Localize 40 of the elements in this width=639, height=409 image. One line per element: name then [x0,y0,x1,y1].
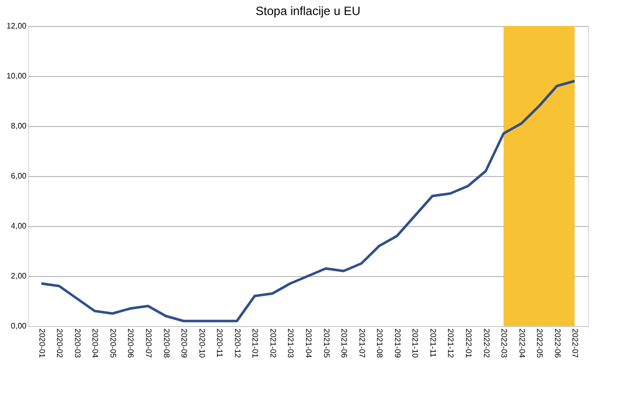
x-tick-label: 2021-01 [250,328,260,358]
x-tick-label: 2021-09 [392,328,402,358]
x-tick-label: 2021-11 [428,328,438,358]
y-tick-label: 10,00 [6,72,28,80]
x-tick-label: 2020-02 [55,328,64,358]
x-tick-label: 2020-05 [108,328,118,358]
x-tick-label: 2020-12 [232,328,242,358]
x-tick-label: 2022-05 [535,328,544,358]
x-tick-label: 2020-03 [72,328,82,358]
y-tick-label: 2,00 [10,272,28,280]
y-tick-label: 12,00 [6,22,28,30]
x-tick-label: 2020-04 [90,328,100,358]
x-tick-label: 2022-04 [517,328,526,358]
chart-title: Stopa inflacije u EU [256,4,360,18]
x-tick-label: 2022-01 [464,328,473,358]
x-tick-label: 2020-06 [126,328,136,358]
x-tick-label: 2022-02 [482,328,491,358]
x-tick-label: 2021-06 [340,328,349,358]
x-tick-label: 2021-07 [357,328,366,358]
y-tick-label: 4,00 [10,222,28,230]
x-tick-label: 2021-10 [410,328,420,358]
x-tick-label: 2021-03 [286,328,296,358]
x-tick-label: 2022-06 [552,328,562,358]
line-series [40,80,576,322]
x-tick-label: 2021-05 [322,328,331,358]
x-tick-label: 2021-02 [268,328,278,358]
x-tick-label: 2020-09 [180,328,189,358]
y-tick-label: 8,00 [10,122,28,130]
y-tick-label: 0,00 [10,322,28,330]
y-tick-label: 6,00 [10,172,28,180]
x-tick-label: 2020-10 [197,328,206,358]
x-tick-label: 2021-08 [375,328,384,358]
x-tick-label: 2021-04 [304,328,313,358]
x-tick-label: 2022-03 [500,328,509,358]
x-tick-label: 2020-08 [162,328,171,358]
x-tick-label: 2020-07 [144,328,153,358]
x-tick-label: 2021-12 [446,328,456,358]
x-tick-label: 2022-07 [570,328,580,358]
x-tick-label: 2020-11 [215,328,224,358]
x-tick-label: 2020-01 [37,328,46,358]
